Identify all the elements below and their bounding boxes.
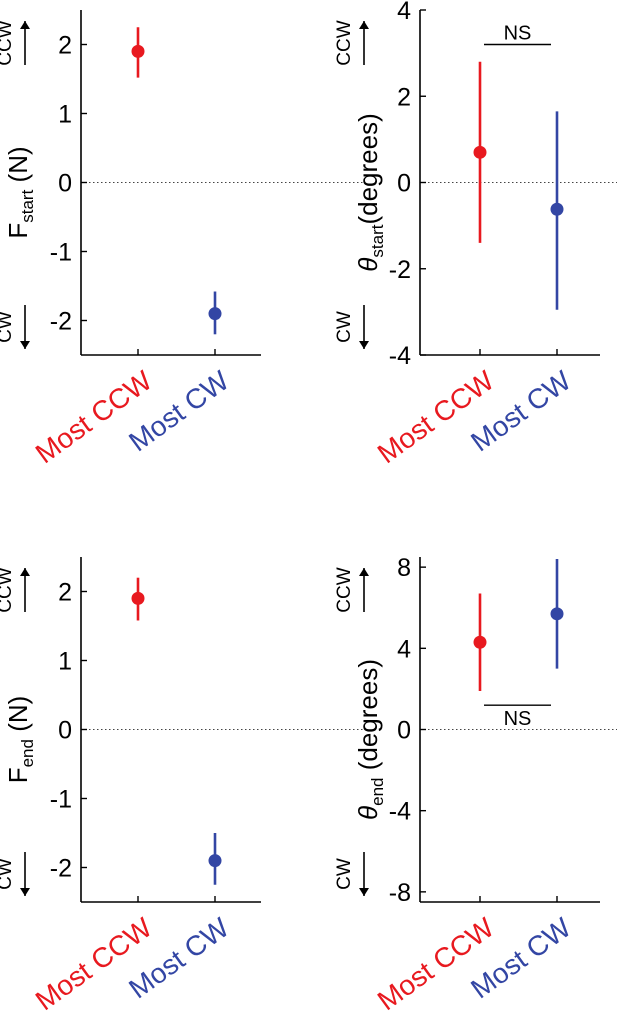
theta-start-y-tick-label-1: 2 (397, 83, 411, 111)
f-start-cw-arrow-head (20, 341, 30, 349)
f-start-y-axis-label-sub: start (18, 189, 37, 222)
f-start-cw-label: CW (0, 311, 16, 343)
theta-end-ccw-arrow-head (359, 568, 369, 576)
theta-end-y-axis-label: θend (degrees) (353, 659, 387, 820)
theta-start-cw-label: CW (334, 311, 355, 343)
f-end-y-axis-label: Fend (N) (3, 696, 37, 784)
f-start-y-tick-label-1: 1 (58, 101, 72, 129)
f-end-y-tick-label-4: -2 (50, 855, 72, 883)
f-start-y-tick-label-2: 0 (58, 170, 72, 198)
theta-start-y-tick-label-3: -2 (389, 256, 411, 284)
f-end-y-tick-label-2: 0 (58, 717, 72, 745)
theta-start-cw-arrow-head (359, 341, 369, 349)
theta-start-y-axis-label: θstart(degrees) (353, 113, 387, 271)
theta-end-point-0 (473, 635, 487, 649)
theta-end-y-axis-label-sub: end (368, 778, 387, 806)
theta-end-y-tick-label-3: -4 (389, 798, 411, 826)
f-end-y-axis-label-main: F (3, 767, 33, 783)
theta-end-y-axis-label-main: θ (353, 806, 383, 820)
theta-start-point-0 (473, 145, 487, 159)
f-start-y-axis-label-unit: (N) (3, 146, 33, 189)
theta-end-cw-label: CW (334, 858, 355, 890)
theta-start-y-axis-label-unit: (degrees) (353, 113, 383, 224)
theta-start-y-axis-label-main: θ (353, 258, 383, 272)
f-start-y-axis-label: Fstart (N) (3, 146, 37, 238)
f-start-point-1 (208, 307, 222, 321)
theta-end-point-1 (550, 607, 564, 621)
f-start-ccw-arrow-head (20, 21, 30, 29)
f-start-ccw-label: CCW (0, 20, 16, 65)
theta-end-y-tick-label-2: 0 (397, 717, 411, 745)
f-start-y-axis-label-main: F (3, 223, 33, 239)
f-end-y-axis-label-sub: end (18, 739, 37, 767)
f-end-point-1 (208, 854, 222, 868)
f-start-y-tick-label-3: -1 (50, 239, 72, 267)
theta-end-ns-label: NS (504, 708, 532, 730)
theta-start-y-axis-label-sub: start (368, 224, 387, 257)
f-start-point-0 (131, 44, 145, 58)
f-end-cw-arrow-head (20, 888, 30, 896)
theta-end-y-axis-label-unit: (degrees) (353, 659, 383, 778)
f-start-y-tick-label-0: 2 (58, 32, 72, 60)
f-end-ccw-arrow-head (20, 568, 30, 576)
theta-end-y-tick-label-0: 8 (397, 554, 411, 582)
f-end-point-0 (131, 591, 145, 605)
theta-start-y-tick-label-0: 4 (397, 0, 411, 25)
f-end-cw-label: CW (0, 858, 16, 890)
f-end-ccw-label: CCW (0, 567, 16, 612)
f-end-y-tick-label-0: 2 (58, 579, 72, 607)
f-end-y-tick-label-3: -1 (50, 786, 72, 814)
theta-end-cw-arrow-head (359, 888, 369, 896)
f-end-y-axis-label-unit: (N) (3, 696, 33, 739)
theta-start-y-tick-label-2: 0 (397, 170, 411, 198)
theta-end-y-tick-label-1: 4 (397, 635, 411, 663)
theta-end-y-tick-label-4: -8 (389, 879, 411, 907)
theta-start-ns-label: NS (504, 23, 532, 45)
theta-start-y-tick-label-4: -4 (389, 342, 411, 370)
theta-start-ccw-arrow-head (359, 21, 369, 29)
f-start-y-tick-label-4: -2 (50, 308, 72, 336)
theta-start-point-1 (550, 202, 564, 216)
f-end-y-tick-label-1: 1 (58, 648, 72, 676)
theta-end-ccw-label: CCW (334, 567, 355, 612)
theta-start-ccw-label: CCW (334, 20, 355, 65)
